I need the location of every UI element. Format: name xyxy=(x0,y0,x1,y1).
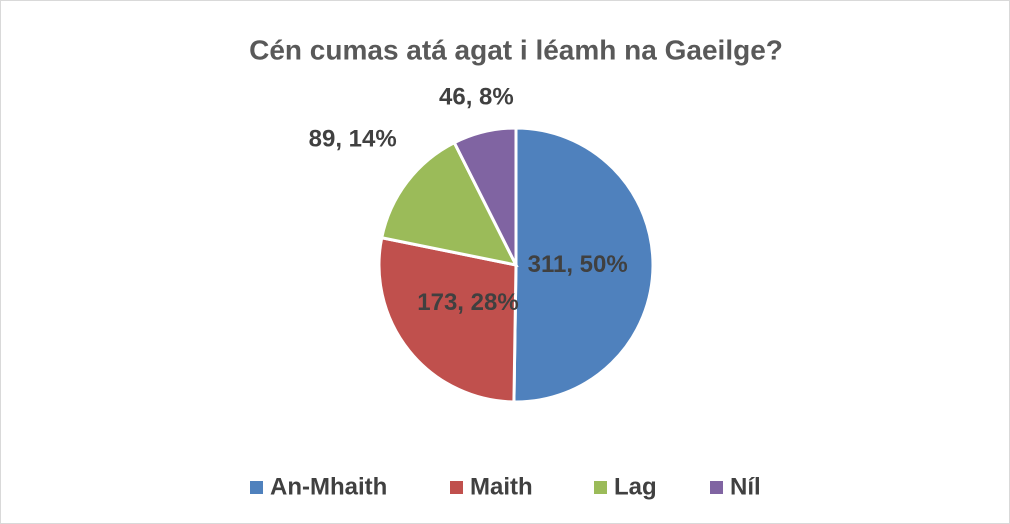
legend-label: Lag xyxy=(614,473,657,500)
chart-title: Cén cumas atá agat i léamh na Gaeilge? xyxy=(249,34,783,65)
legend-swatch xyxy=(594,481,607,494)
legend-swatch xyxy=(710,481,723,494)
legend-label: Níl xyxy=(730,473,761,500)
legend-label: An-Mhaith xyxy=(270,473,387,500)
legend-label: Maith xyxy=(470,473,533,500)
pie-slice xyxy=(512,126,655,404)
legend-swatch xyxy=(450,481,463,494)
pie-slice xyxy=(377,235,518,404)
data-label: 173, 28% xyxy=(417,289,518,316)
data-label: 311, 50% xyxy=(528,251,628,278)
data-label: 46, 8% xyxy=(439,84,514,111)
pie-slice xyxy=(452,126,518,266)
pie-slice xyxy=(379,140,519,268)
data-label: 89, 14% xyxy=(309,126,397,153)
legend-swatch xyxy=(250,481,263,494)
